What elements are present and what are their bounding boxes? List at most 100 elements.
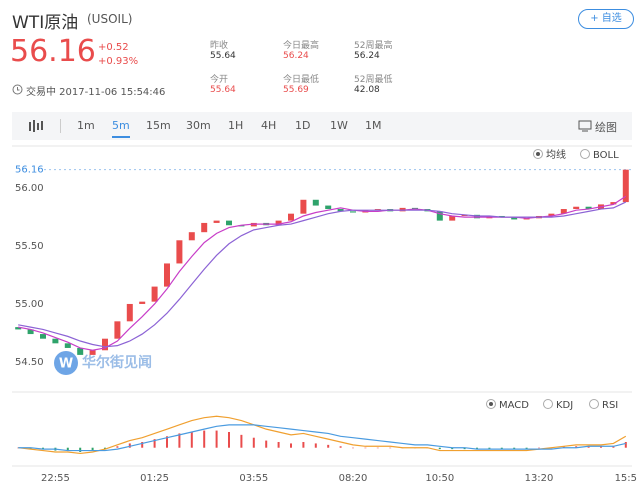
macd-bar: [538, 447, 540, 449]
macd-line: [18, 415, 627, 455]
stat-label: 52周最高: [354, 41, 393, 51]
macd-line: [18, 424, 626, 452]
candle: [89, 350, 96, 355]
candle: [573, 206, 580, 210]
macd-bar: [562, 446, 565, 448]
candle: [27, 329, 34, 335]
stat-value: 56.24: [283, 51, 309, 61]
macd-bar: [79, 447, 82, 452]
macd-bar: [314, 443, 317, 448]
radio-label[interactable]: 均线: [546, 148, 566, 161]
radio-label[interactable]: MACD: [499, 400, 529, 411]
candle: [325, 205, 332, 210]
x-tick-label: 03:55: [239, 473, 268, 484]
title: WTI原油: [12, 13, 79, 33]
candle: [511, 217, 518, 220]
interval[interactable]: 5m: [112, 119, 130, 138]
candle: [610, 202, 617, 205]
candle: [77, 347, 84, 355]
radio-dot: [536, 152, 540, 156]
candle: [436, 211, 443, 221]
macd-bar: [525, 447, 528, 450]
radio: [543, 399, 553, 409]
macd-bar: [91, 447, 94, 451]
macd-bar: [42, 447, 44, 450]
macd-bar: [252, 437, 255, 448]
macd-bar: [228, 432, 230, 448]
macd-bar: [612, 446, 615, 448]
macd-bar: [116, 446, 119, 448]
y-tick-label: 56.00: [15, 183, 44, 194]
macd-bar: [488, 447, 491, 450]
radio-label[interactable]: BOLL: [593, 150, 619, 161]
watermark: 华尔街见闻: [82, 354, 152, 371]
macd-bar: [203, 430, 206, 448]
macd-bar: [327, 444, 330, 448]
clock-icon: [12, 84, 23, 95]
watch-button[interactable]: + 自选: [578, 9, 634, 29]
candle: [126, 303, 133, 322]
interval[interactable]: 30m: [186, 119, 211, 132]
radio-label[interactable]: RSI: [602, 400, 618, 411]
candle: [139, 301, 146, 304]
interval[interactable]: 1M: [365, 119, 382, 132]
radio: [589, 399, 599, 409]
candle: [337, 209, 344, 212]
current-label: 56.16: [15, 165, 44, 176]
y-tick-label: 55.50: [15, 241, 44, 252]
radio-label[interactable]: KDJ: [556, 400, 573, 411]
x-tick-label: 13:20: [525, 473, 554, 484]
x-tick-label: 15:5: [615, 473, 637, 484]
candle: [188, 232, 195, 241]
candle: [164, 263, 170, 287]
change-pct: +0.93%: [98, 56, 139, 67]
candle: [622, 169, 629, 203]
macd-bar: [215, 430, 218, 448]
draw-button[interactable]: 绘图: [595, 121, 617, 134]
interval[interactable]: 1D: [295, 119, 311, 132]
macd-bar: [166, 436, 168, 448]
candle: [585, 206, 592, 210]
stat-value: 55.64: [210, 51, 236, 61]
stat-label: 昨收: [210, 41, 229, 51]
ma-line: [18, 201, 627, 348]
candle-icon[interactable]: [28, 120, 44, 132]
radio-dot: [489, 402, 493, 406]
candle: [64, 343, 71, 348]
candle: [288, 213, 294, 221]
interval[interactable]: 15m: [146, 119, 171, 132]
stat-label: 今日最高: [283, 41, 320, 51]
macd-bar: [339, 446, 342, 448]
interval[interactable]: 4H: [261, 119, 277, 132]
macd-bar: [500, 447, 503, 450]
macd-bar: [600, 446, 602, 448]
interval[interactable]: 1m: [77, 119, 95, 132]
candle: [52, 338, 59, 344]
macd-bar: [587, 446, 590, 448]
interval[interactable]: 1H: [228, 119, 244, 132]
macd-bar: [389, 447, 392, 449]
draw-icon[interactable]: [578, 120, 592, 132]
stat-value: 42.08: [354, 85, 380, 95]
macd-bar: [29, 447, 32, 450]
macd-bar: [240, 434, 243, 448]
macd-bar: [66, 447, 69, 451]
stat-label: 52周最低: [354, 75, 393, 85]
macd-bar: [476, 447, 478, 450]
x-tick-label: 22:55: [41, 473, 70, 484]
macd-bar: [128, 443, 131, 448]
macd-bar: [265, 440, 268, 448]
stat-value: 56.24: [354, 51, 380, 61]
macd-bar: [178, 433, 181, 448]
candle: [449, 215, 456, 221]
macd-bar: [153, 439, 156, 448]
toolbar: 绘图 1m 5m 15m 30m 1H 4H 1D 1W 1M: [12, 112, 632, 140]
symbol: (USOIL): [87, 12, 133, 26]
interval[interactable]: 1W: [330, 119, 348, 132]
candle: [350, 211, 356, 213]
logo: [54, 351, 78, 375]
macd-bar: [290, 443, 292, 448]
y-tick-label: 54.50: [15, 357, 44, 368]
macd-bar: [277, 442, 280, 448]
